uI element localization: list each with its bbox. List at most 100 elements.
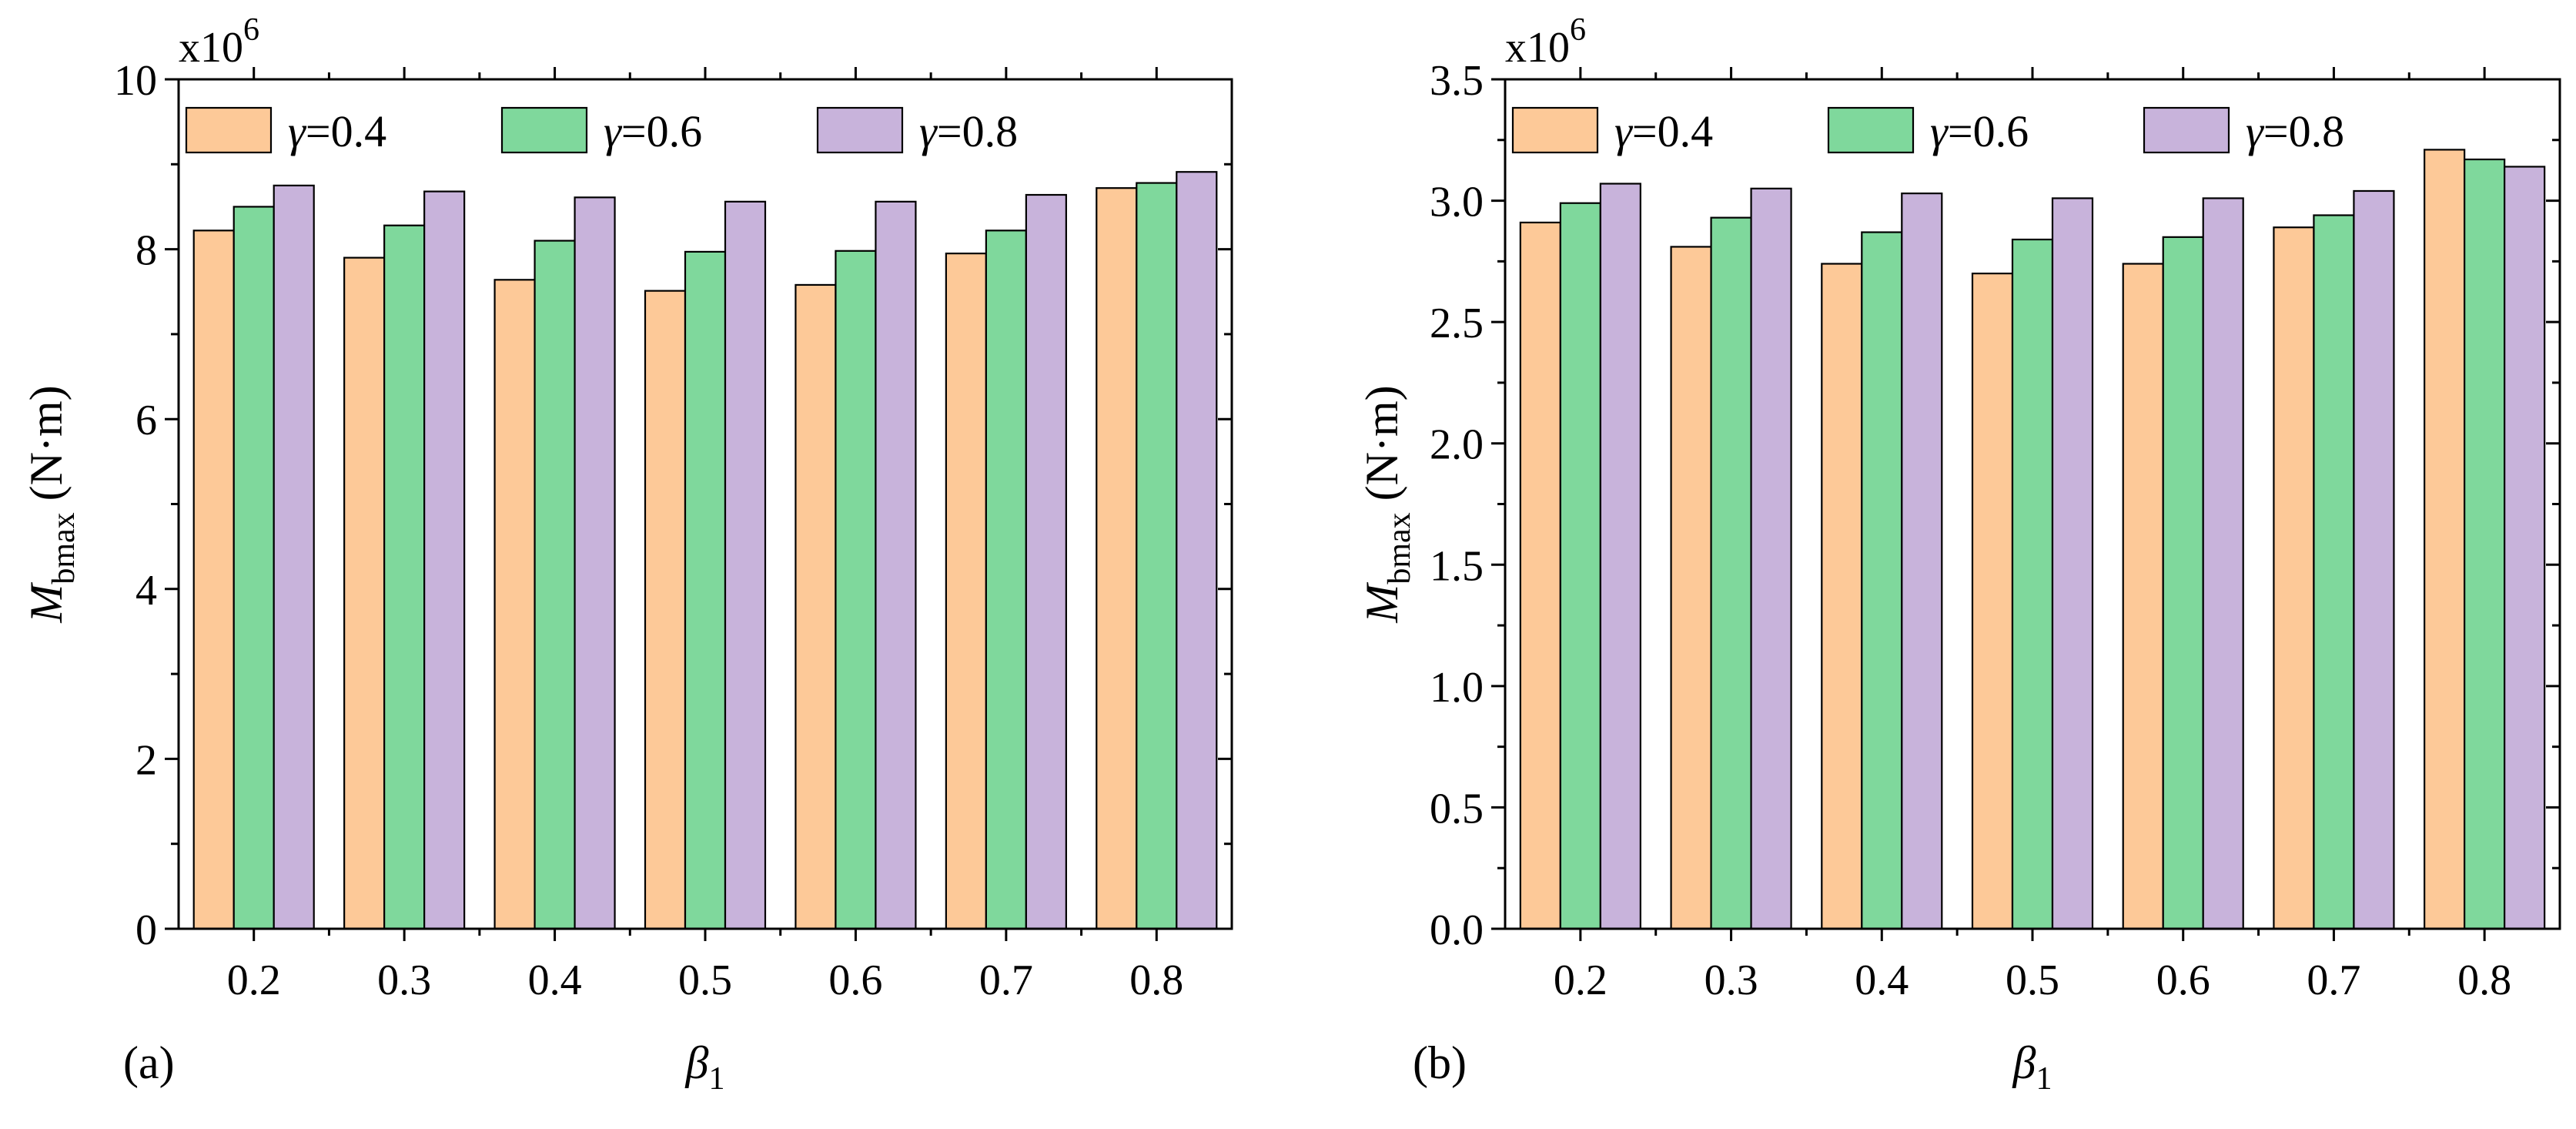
bar-gamma-0.8-beta-0.8	[1176, 171, 1218, 930]
y-axis-title-symbol: M	[21, 582, 72, 624]
y-axis-title-unit: (N·m)	[21, 385, 72, 512]
bar-gamma-0.6-beta-0.2	[233, 206, 275, 930]
x-tick-label: 0.6	[828, 956, 882, 1004]
bar-gamma-0.4-beta-0.8	[1096, 187, 1138, 930]
x-axis-title: β1	[2012, 1037, 2052, 1097]
bar-gamma-0.4-beta-0.6	[2122, 263, 2164, 930]
y-tick-label: 0.5	[1430, 785, 1484, 833]
y-tick-label: 10	[114, 57, 157, 105]
bar-gamma-0.8-beta-0.6	[875, 200, 917, 930]
bar-gamma-0.8-beta-0.4	[574, 196, 616, 930]
bar-gamma-0.4-beta-0.2	[192, 229, 235, 930]
y-tick-label: 2.5	[1430, 300, 1484, 347]
x-tick-label: 0.4	[528, 956, 582, 1004]
x-axis-title-subscript: 1	[2036, 1061, 2052, 1097]
x-axis-title-symbol: β	[2012, 1037, 2036, 1088]
legend-item-0: γ=0.4	[185, 106, 386, 156]
y-tick-label: 2.0	[1430, 421, 1484, 469]
bar-gamma-0.8-beta-0.2	[273, 184, 315, 930]
bar-gamma-0.6-beta-0.8	[1136, 182, 1178, 930]
bar-gamma-0.6-beta-0.5	[684, 250, 727, 930]
legend-label-value: =0.4	[1632, 106, 1713, 156]
bar-gamma-0.6-beta-0.5	[2011, 238, 2054, 930]
y-multiplier-exponent: 6	[243, 12, 259, 48]
legend-item-2: γ=0.8	[2143, 106, 2344, 156]
x-tick-label: 0.2	[1554, 956, 1607, 1004]
panel-label: (a)	[123, 1037, 175, 1088]
chart-panel-b: 0.0 0.5 1.0 1.5 2.0 2.5 3.0 3.5 0.2 0.3 0.4 0.5 0.6 0…	[1357, 12, 2561, 1097]
bar-gamma-0.8-beta-0.7	[1025, 193, 1067, 930]
x-tick-label: 0.5	[2006, 956, 2059, 1004]
y-axis-title-subscript: bmax	[1382, 512, 1417, 584]
y-tick-label: 0	[135, 906, 157, 954]
y-multiplier-exponent: 6	[1570, 12, 1586, 48]
bar-gamma-0.8-beta-0.3	[423, 190, 466, 930]
bar-gamma-0.8-beta-0.3	[1750, 187, 1792, 930]
bar-gamma-0.6-beta-0.8	[2464, 158, 2506, 930]
panel-label: (b)	[1413, 1037, 1467, 1088]
x-axis-title: β1	[685, 1037, 725, 1097]
y-multiplier-base: x10	[179, 24, 243, 72]
legend-label-value: =0.4	[306, 106, 386, 156]
legend-swatch	[185, 106, 273, 154]
legend-label-value: =0.6	[1948, 106, 2029, 156]
bar-gamma-0.8-beta-0.4	[1901, 193, 1943, 930]
bar-gamma-0.8-beta-0.5	[2051, 197, 2094, 930]
bar-gamma-0.6-beta-0.6	[835, 250, 877, 930]
bar-gamma-0.4-beta-0.7	[945, 253, 987, 930]
legend-label-greek: γ	[288, 106, 307, 156]
y-axis-title-symbol: M	[1357, 582, 1407, 624]
y-tick-label: 6	[135, 397, 157, 444]
y-multiplier: x106	[179, 12, 259, 72]
y-tick-label: 4	[135, 567, 157, 615]
legend-label-value: =0.6	[621, 106, 702, 156]
legend-label: γ=0.6	[1930, 106, 2029, 156]
legend-label-greek: γ	[2246, 106, 2265, 156]
y-axis-title: Mbmax (N·m)	[1357, 385, 1417, 623]
bar-gamma-0.8-beta-0.6	[2202, 197, 2244, 930]
bar-gamma-0.8-beta-0.7	[2353, 189, 2395, 930]
bar-gamma-0.6-beta-0.6	[2162, 236, 2204, 930]
bar-gamma-0.4-beta-0.3	[343, 256, 386, 930]
y-axis-title-unit: (N·m)	[1357, 385, 1407, 512]
bar-gamma-0.4-beta-0.5	[1971, 273, 2014, 930]
x-tick-label: 0.3	[1705, 956, 1758, 1004]
x-tick-label: 0.8	[1129, 956, 1183, 1004]
legend-label: γ=0.4	[288, 106, 386, 156]
y-multiplier: x106	[1505, 12, 1586, 72]
bar-gamma-0.8-beta-0.2	[1599, 183, 1641, 930]
bar-gamma-0.4-beta-0.5	[644, 290, 687, 930]
legend-item-1: γ=0.6	[500, 106, 702, 156]
legend-item-1: γ=0.6	[1827, 106, 2029, 156]
y-tick-label: 1.5	[1430, 542, 1484, 590]
bar-gamma-0.6-beta-0.4	[1861, 231, 1903, 930]
x-tick-label: 0.5	[678, 956, 732, 1004]
y-tick-label: 8	[135, 227, 157, 275]
y-tick-label: 3.5	[1430, 57, 1484, 105]
legend-label-value: =0.8	[2263, 106, 2344, 156]
y-tick-label: 3.0	[1430, 179, 1484, 226]
x-axis-title-symbol: β	[685, 1037, 709, 1088]
x-tick-label: 0.4	[1855, 956, 1909, 1004]
y-tick-label: 2	[135, 736, 157, 784]
bar-gamma-0.6-beta-0.3	[1710, 216, 1752, 930]
legend-label: γ=0.4	[1614, 106, 1713, 156]
bar-gamma-0.6-beta-0.7	[2313, 214, 2355, 930]
legend-label-greek: γ	[1930, 106, 1949, 156]
legend-item-2: γ=0.8	[816, 106, 1018, 156]
legend-swatch	[1827, 106, 1915, 154]
legend-swatch	[1511, 106, 1599, 154]
legend-label-greek: γ	[1614, 106, 1634, 156]
x-tick-label: 0.3	[377, 956, 431, 1004]
bar-gamma-0.4-beta-0.6	[795, 283, 837, 930]
legend-swatch	[2143, 106, 2230, 154]
legend-swatch	[816, 106, 904, 154]
bar-gamma-0.6-beta-0.3	[383, 224, 426, 930]
bar-gamma-0.4-beta-0.4	[1821, 263, 1863, 930]
bar-gamma-0.8-beta-0.8	[2504, 166, 2546, 930]
x-tick-label: 0.2	[227, 956, 281, 1004]
y-tick-label: 0.0	[1430, 906, 1484, 954]
bar-gamma-0.6-beta-0.2	[1559, 202, 1601, 930]
